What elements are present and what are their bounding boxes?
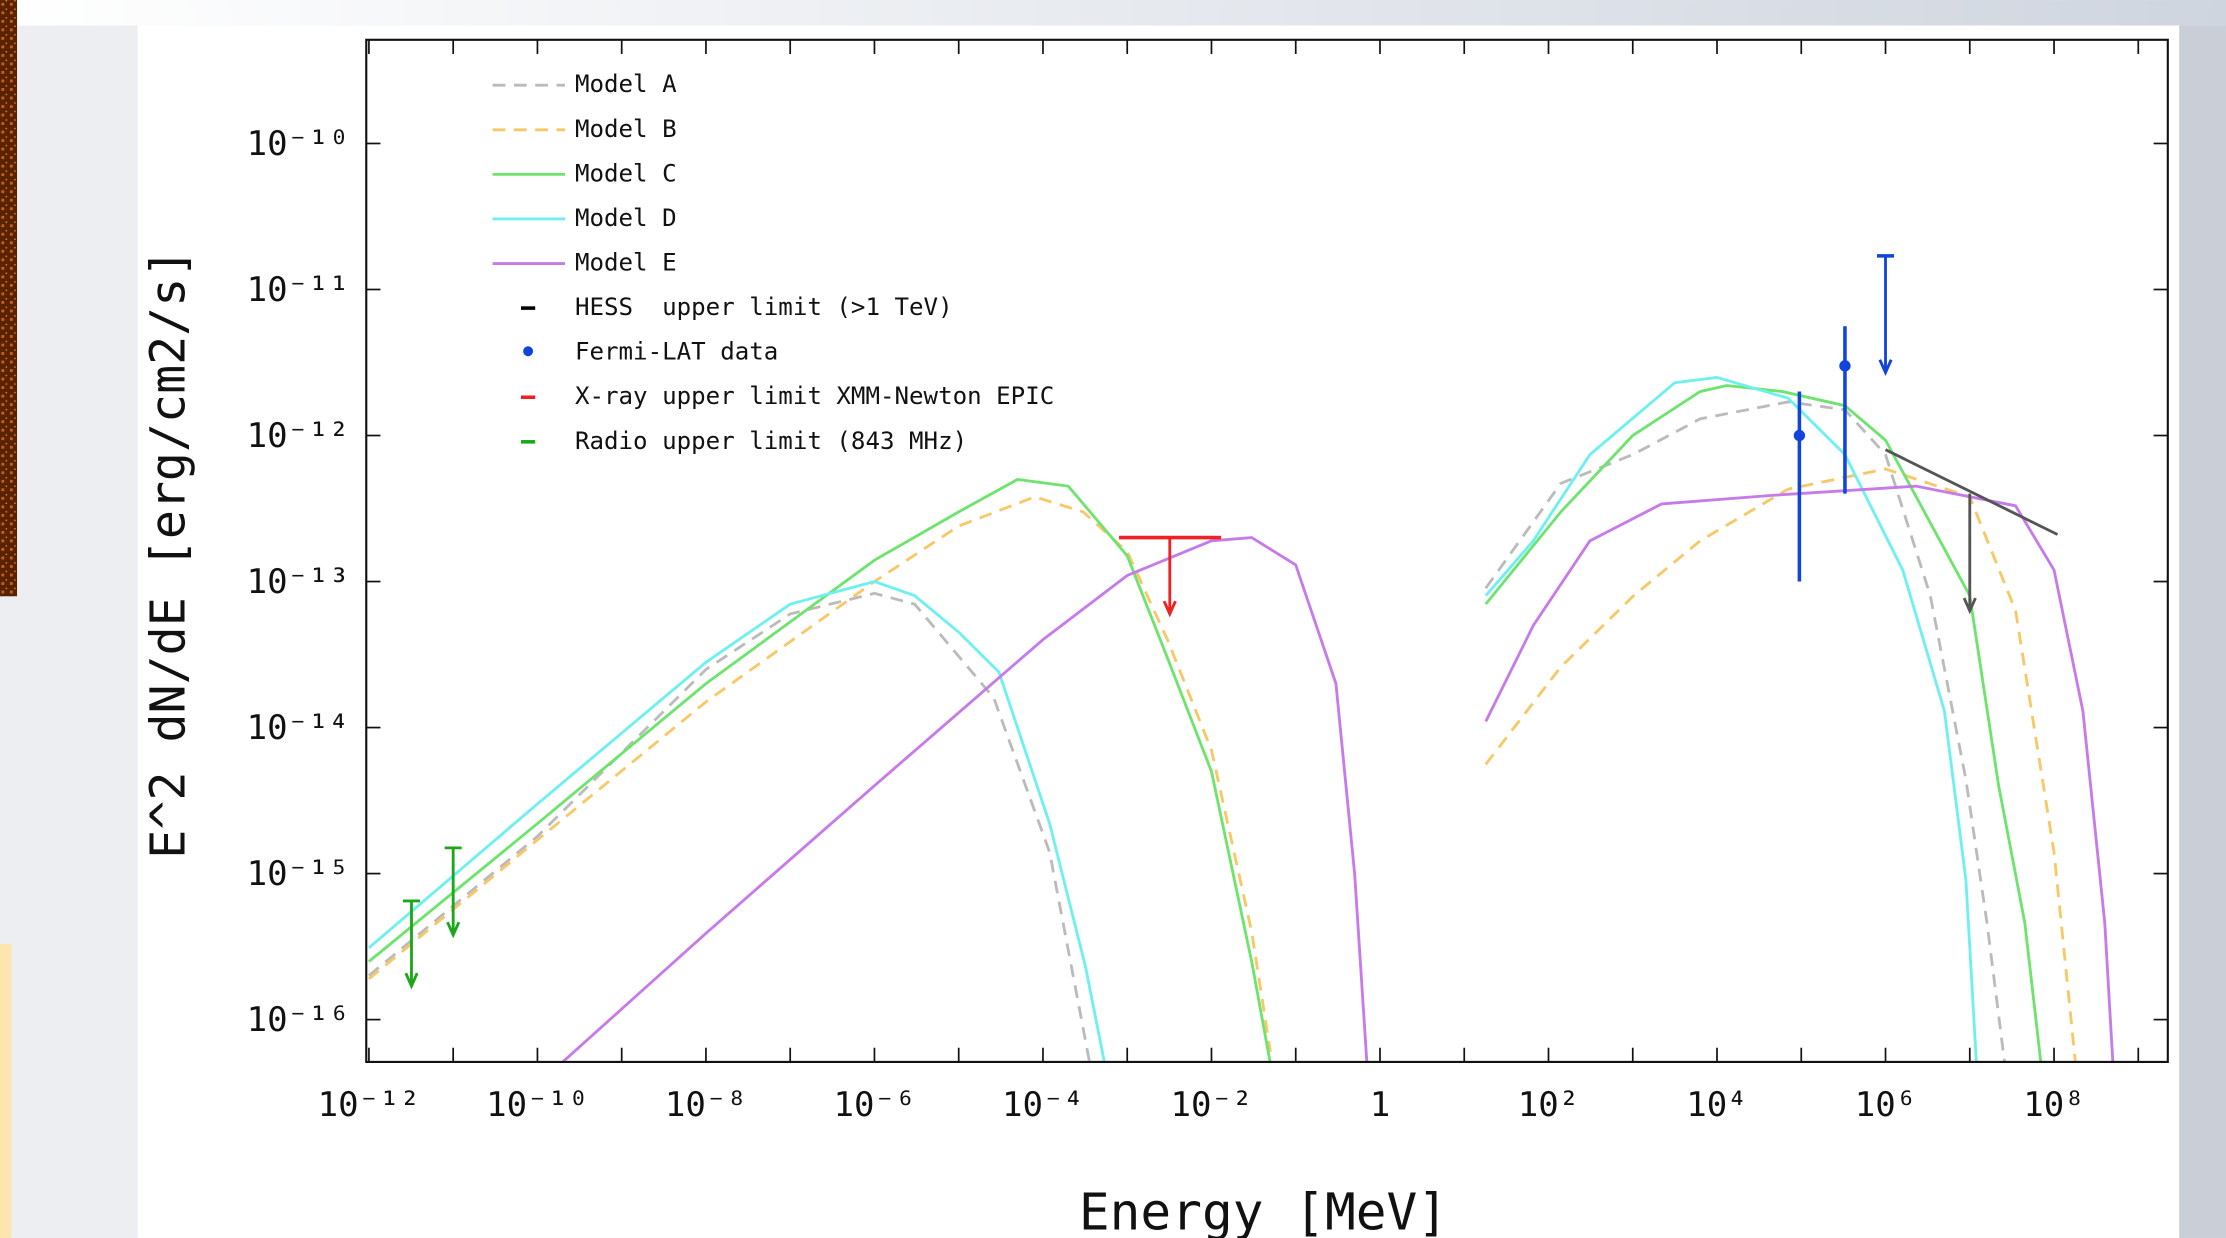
limit-arrow-head xyxy=(1878,359,1893,377)
plot-area xyxy=(368,254,2115,1062)
x-tick-label: 10⁻⁸ xyxy=(665,1085,747,1125)
right-strip xyxy=(2179,25,2226,1238)
x-tick-label: 10⁸ xyxy=(2023,1085,2085,1125)
data-point xyxy=(1793,429,1806,442)
marker-group xyxy=(402,846,462,990)
x-tick-label: 10⁴ xyxy=(1686,1085,1748,1125)
x-axis-title: Energy [MeV] xyxy=(1079,1183,1448,1238)
x-tick-label: 10² xyxy=(1518,1085,1580,1125)
x-tick-label: 10⁻¹² xyxy=(318,1085,421,1125)
plot-clip xyxy=(368,375,2115,1062)
x-tick-label: 10⁶ xyxy=(1855,1085,1917,1125)
data-point xyxy=(1839,360,1851,372)
side-box xyxy=(0,944,12,1238)
y-tick-label: 10⁻¹¹ xyxy=(247,270,350,310)
side-image xyxy=(0,0,18,597)
limit-arrow-head xyxy=(1162,600,1177,618)
limit-arrow-head xyxy=(1962,597,1977,615)
limit-arrow-head xyxy=(404,972,419,990)
legend-swatch xyxy=(523,346,534,357)
marker-group xyxy=(1884,448,2059,615)
legend: Model A Model B Model C Model D Model E HESS … xyxy=(492,70,1054,455)
x-tick-label: 10⁻² xyxy=(1170,1085,1252,1125)
legend-label: X-ray upper limit XMM-Newton EPIC xyxy=(575,382,1054,410)
y-tick-label: 10⁻¹² xyxy=(247,416,350,456)
top-bar xyxy=(0,0,2226,26)
legend-label: Model C xyxy=(575,159,677,187)
y-axis-title: E^2 dN/dE [erg/cm2/s] xyxy=(141,249,197,859)
x-tick-label: 1 xyxy=(1370,1085,1391,1125)
series-line xyxy=(368,467,2077,1062)
legend-label: Fermi-LAT data xyxy=(575,338,778,366)
axes-frame xyxy=(365,38,2169,1063)
x-tick-label: 10⁻¹⁰ xyxy=(486,1085,589,1125)
series-line xyxy=(368,384,2043,1062)
series-line xyxy=(560,484,2115,1062)
limit-line xyxy=(1884,448,2059,536)
series-line xyxy=(368,375,1978,1062)
y-tick-label: 10⁻¹⁶ xyxy=(247,1000,350,1040)
legend-label: Model E xyxy=(575,249,677,277)
legend-label: Model D xyxy=(575,204,677,232)
legend-label: Radio upper limit (843 MHz) xyxy=(575,427,967,455)
y-tick-label: 10⁻¹⁴ xyxy=(247,708,350,748)
limit-arrow-head xyxy=(446,921,461,939)
legend-label: HESS upper limit (>1 TeV) xyxy=(575,293,953,321)
legend-label: Model B xyxy=(575,115,677,143)
legend-label: Model A xyxy=(575,70,677,98)
marker-group xyxy=(1793,254,1895,582)
y-tick-label: 10⁻¹⁰ xyxy=(247,124,350,164)
x-tick-label: 10⁻⁴ xyxy=(1002,1085,1084,1125)
y-tick-label: 10⁻¹⁵ xyxy=(247,854,350,894)
x-tick-label: 10⁻⁶ xyxy=(833,1085,915,1125)
y-tick-label: 10⁻¹³ xyxy=(247,562,350,602)
marker-group xyxy=(1119,535,1222,618)
